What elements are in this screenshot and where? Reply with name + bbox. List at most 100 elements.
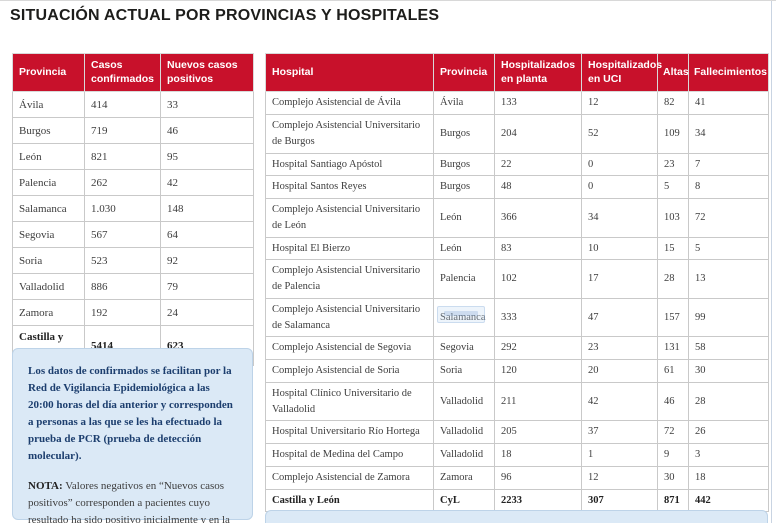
cell-uci: 34 [581,198,658,238]
cell-nuevos: 42 [160,169,254,197]
cell-fallecimientos: 72 [688,198,769,238]
nota-text: Valores negativos en “Nuevos casos posit… [28,480,230,523]
cell-confirmados: 886 [84,273,161,301]
cell-fallecimientos: 41 [688,91,769,116]
cell-uci: 0 [581,152,658,177]
hospital-table-body: Complejo Asistencial de Ávila Ávila 133 … [265,91,769,490]
cell-hospital: Complejo Asistencial de Ávila [265,91,434,116]
cell-nuevos: 79 [160,273,254,301]
cell-confirmados: 719 [84,117,161,145]
column-header-provincia: Provincia [433,52,495,93]
table-row: Complejo Asistencial Universitario de Sa… [265,297,769,338]
cell-altas: 61 [657,359,689,383]
table-row: Palencia 262 42 [12,169,254,197]
table-row: Hospital Clínico Universitario de Vallad… [265,381,769,422]
cell-uci: 23 [581,336,658,361]
cell-hospital: Hospital de Medina del Campo [265,443,434,467]
cell-altas: 46 [657,381,689,422]
cell-confirmados: 192 [84,299,161,327]
table-row: Hospital Universitario Río Hortega Valla… [265,420,769,445]
hospital-table-header: Hospital Provincia Hospitalizados en pla… [265,52,769,93]
cell-hospital: Complejo Asistencial de Segovia [265,336,434,361]
column-header-provincia: Provincia [12,52,85,93]
cell-uci-total: 307 [581,488,658,513]
cell-hospital: Complejo Asistencial de Zamora [265,465,434,490]
page-edge-divider [771,1,772,523]
cell-provincia-total: CyL [433,488,495,513]
table-row: Complejo Asistencial de Segovia Segovia … [265,336,769,361]
cell-fallecimientos: 28 [688,381,769,422]
nota-label: NOTA: [28,480,63,493]
table-row: Zamora 192 24 [12,299,254,327]
column-header-nuevos-casos: Nuevos casos positivos [160,52,254,93]
note-paragraph-source: Los datos de confirmados se facilitan po… [28,365,233,463]
table-row: Complejo Asistencial de Soria Soria 120 … [265,359,769,383]
cell-nuevos: 33 [160,91,254,119]
cell-uci: 12 [581,91,658,116]
cell-confirmados: 262 [84,169,161,197]
cell-provincia: Burgos [433,152,495,177]
province-summary-section: Provincia Casos confirmados Nuevos casos… [12,52,254,367]
cell-altas: 82 [657,91,689,116]
page-title: SITUACIÓN ACTUAL POR PROVINCIAS Y HOSPIT… [10,7,440,24]
cell-hospital: Complejo Asistencial de Soria [265,359,434,383]
cell-uci: 17 [581,259,658,299]
column-header-casos-confirmados: Casos confirmados [84,52,161,93]
cell-hospital: Complejo Asistencial Universitario de Le… [265,198,434,238]
cell-nuevos: 95 [160,143,254,171]
cell-planta: 22 [494,152,582,177]
table-row: Complejo Asistencial de Ávila Ávila 133 … [265,91,769,116]
table-row: Salamanca 1.030 148 [12,195,254,223]
cell-planta: 204 [494,114,582,154]
cell-altas: 103 [657,198,689,238]
cell-nuevos: 92 [160,247,254,275]
cell-planta: 292 [494,336,582,361]
cell-altas: 15 [657,236,689,261]
cell-hospital: Hospital Clínico Universitario de Vallad… [265,381,434,422]
cell-provincia: Burgos [12,117,85,145]
cell-uci: 1 [581,443,658,467]
table-row: Ávila 414 33 [12,91,254,119]
cell-hospital: Hospital Universitario Río Hortega [265,420,434,445]
cell-planta: 205 [494,420,582,445]
cell-fallecimientos: 13 [688,259,769,299]
table-row: Burgos 719 46 [12,117,254,145]
cell-altas: 23 [657,152,689,177]
cell-uci: 20 [581,359,658,383]
table-row: Hospital de Medina del Campo Valladolid … [265,443,769,467]
column-header-hosp-planta: Hospitalizados en planta [494,52,582,93]
cell-uci: 0 [581,175,658,200]
table-row: Hospital El Bierzo León 83 10 15 5 [265,236,769,261]
table-row: Soria 523 92 [12,247,254,275]
cell-altas: 109 [657,114,689,154]
hospital-section: Hospital Provincia Hospitalizados en pla… [265,52,769,513]
column-header-hosp-uci: Hospitalizados en UCI [581,52,662,93]
cell-provincia: Salamanca [12,195,85,223]
cell-planta: 102 [494,259,582,299]
cell-provincia: León [433,198,495,238]
cell-fallecimientos: 99 [688,297,769,338]
cell-planta-total: 2233 [494,488,582,513]
cell-planta: 133 [494,91,582,116]
table-row: Hospital Santos Reyes Burgos 48 0 5 8 [265,175,769,200]
province-table-body: Ávila 414 33 Burgos 719 46 León 821 95 [12,91,254,327]
table-row: Complejo Asistencial de Zamora Zamora 96… [265,465,769,490]
cell-altas: 9 [657,443,689,467]
cell-hospital: Hospital Santiago Apóstol [265,152,434,177]
cell-planta: 211 [494,381,582,422]
cell-hospital: Hospital El Bierzo [265,236,434,261]
cell-planta: 333 [494,297,582,338]
cell-uci: 47 [581,297,658,338]
cell-nuevos: 46 [160,117,254,145]
cell-hospital: Complejo Asistencial Universitario de Pa… [265,259,434,299]
cell-planta: 120 [494,359,582,383]
cell-provincia: Soria [12,247,85,275]
cell-fallecimientos: 8 [688,175,769,200]
cell-provincia: Burgos [433,114,495,154]
cell-fallecimientos: 58 [688,336,769,361]
cell-uci: 42 [581,381,658,422]
cell-provincia: León [433,236,495,261]
cell-fallecimientos: 30 [688,359,769,383]
province-table: Provincia Casos confirmados Nuevos casos… [12,52,254,367]
cell-provincia: Ávila [12,91,85,119]
